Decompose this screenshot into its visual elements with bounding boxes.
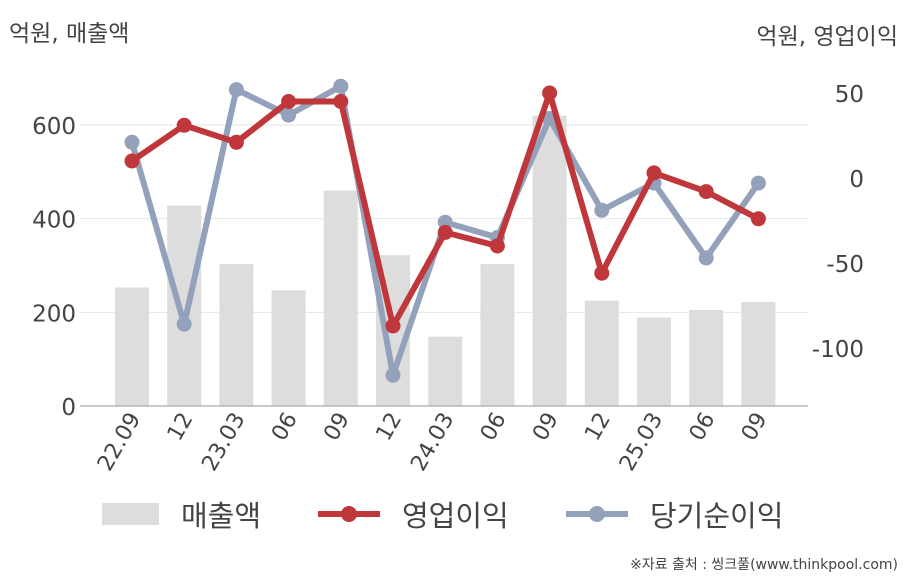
x-tick-label: 06 (476, 409, 512, 446)
left-y-tick-label: 200 (32, 301, 76, 327)
x-tick-label: 22.09 (93, 409, 146, 476)
right-y-tick-label: -50 (826, 252, 864, 278)
legend-label-net-income: 당기순이익 (650, 499, 784, 533)
right-axis-unit-label: 억원, 영업이익 (756, 24, 898, 50)
right-y-tick-label: 0 (849, 167, 864, 193)
x-tick-label: 12 (372, 409, 408, 446)
right-y-tick-label: -100 (812, 337, 864, 363)
revenue-bar (115, 287, 149, 406)
revenue-bar (741, 302, 776, 406)
x-tick-label: 24.03 (406, 409, 459, 476)
operating-profit-point (698, 184, 714, 200)
operating-profit-point (437, 224, 453, 240)
net-income-point (385, 367, 401, 383)
operating-profit-point (333, 94, 349, 109)
left-y-tick-label: 400 (32, 208, 76, 234)
operating-profit-point (281, 94, 297, 109)
operating-profit-point (750, 211, 766, 227)
legend-item-revenue: 매출액 (102, 494, 261, 534)
x-tick-label: 06 (685, 409, 721, 446)
left-axis-unit-label: 억원, 매출액 (9, 21, 130, 47)
net-income-point (750, 175, 766, 191)
line-series (124, 78, 766, 383)
net-income-point (176, 316, 192, 332)
revenue-bar (689, 309, 724, 406)
legend-swatch-revenue (102, 503, 159, 525)
operating-profit-point (542, 85, 558, 101)
legend-item-net-income: 당기순이익 (566, 494, 783, 534)
net-income-point (698, 250, 714, 266)
legend-label-revenue: 매출액 (181, 499, 262, 533)
x-tick-label: 09 (528, 409, 564, 446)
x-tick-labels: 22.09 12 23.03 06 09 12 24.03 06 09 12 25.03 06 09 (93, 409, 773, 476)
revenue-bar (584, 300, 619, 406)
revenue-bar (167, 205, 202, 406)
operating-profit-point (228, 134, 244, 150)
operating-profit-point (176, 117, 192, 133)
x-tick-label: 09 (737, 409, 773, 446)
revenue-bar (480, 264, 515, 406)
operating-profit-point (385, 318, 401, 334)
net-income-point (228, 82, 244, 98)
legend-swatch-operating-profit (318, 503, 380, 525)
revenue-bar (219, 264, 254, 406)
left-y-tick-labels: 0 200 400 600 (32, 114, 76, 421)
net-income-point (124, 134, 140, 150)
left-y-tick-label: 600 (32, 114, 76, 140)
revenue-bar (637, 317, 671, 406)
right-y-tick-labels: -100 -50 0 50 (812, 82, 864, 363)
revenue-bar (271, 290, 306, 406)
x-tick-label: 12 (163, 409, 199, 446)
left-y-tick-label: 0 (61, 395, 76, 421)
legend-item-operating-profit: 영업이익 (318, 494, 509, 534)
net-income-point (333, 78, 349, 94)
x-tick-label: 09 (319, 409, 355, 446)
legend-label-operating-profit: 영업이익 (402, 499, 509, 533)
x-tick-label: 12 (580, 409, 616, 446)
revenue-bar (428, 336, 463, 406)
x-tick-label: 23.03 (197, 409, 250, 476)
net-income-point (594, 202, 610, 218)
x-tick-label: 06 (267, 409, 303, 446)
operating-profit-point (489, 238, 505, 254)
right-y-tick-label: 50 (835, 82, 864, 108)
revenue-bar (532, 115, 567, 406)
revenue-bar (323, 190, 358, 406)
x-tick-label: 25.03 (615, 409, 668, 476)
legend-swatch-net-income (566, 503, 628, 525)
operating-profit-point (646, 165, 662, 181)
operating-profit-point (124, 153, 140, 169)
net-income-point (281, 107, 297, 123)
operating-profit-point (594, 265, 610, 281)
revenue-bars (115, 115, 776, 406)
source-note: ※자료 출처 : 씽크풀(www.thinkpool.com) (630, 557, 898, 573)
